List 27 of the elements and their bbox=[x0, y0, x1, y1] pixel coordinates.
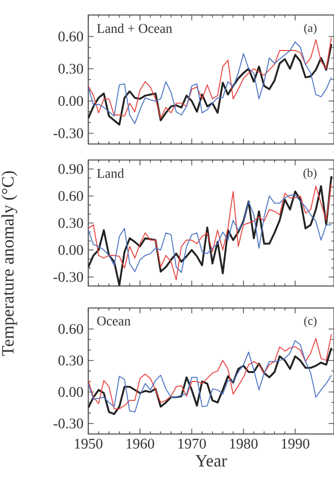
y-tick-label: 0.90 bbox=[58, 164, 84, 174]
y-tick-label: -0.30 bbox=[54, 418, 84, 428]
x-tick-label: 1980 bbox=[230, 438, 258, 449]
x-tick-label: 1970 bbox=[178, 438, 206, 449]
y-tick-label: 0.00 bbox=[58, 245, 84, 255]
y-tick-label: -0.30 bbox=[54, 272, 84, 282]
x-axis-title: Year bbox=[195, 455, 227, 467]
annotation: (a) bbox=[304, 24, 316, 34]
y-tick-label: 0.00 bbox=[58, 96, 84, 106]
annotation: (b) bbox=[304, 168, 316, 180]
y-tick-label: 0.60 bbox=[58, 32, 84, 42]
y-tick-label: 0.30 bbox=[58, 64, 84, 74]
x-tick-label: 1990 bbox=[282, 438, 310, 449]
y-tick-label: -0.30 bbox=[54, 128, 84, 138]
y-tick-label: 0.00 bbox=[58, 387, 84, 397]
x-tick-label: 1950 bbox=[74, 438, 102, 449]
y-tick-label: 0.30 bbox=[58, 356, 84, 366]
x-tick-label: 1960 bbox=[126, 438, 154, 449]
chart-title: Land bbox=[97, 168, 124, 178]
y-axis-title: Temperature anomaly (°C) bbox=[1, 171, 18, 356]
y-tick-label: 0.60 bbox=[58, 324, 84, 334]
line-series bbox=[88, 194, 332, 273]
y-tick-label: 0.60 bbox=[58, 191, 84, 201]
annotation: (c) bbox=[304, 316, 316, 328]
chart-title: Ocean bbox=[97, 316, 131, 326]
y-tick-label: 0.30 bbox=[58, 218, 84, 228]
chart-title: Land + Ocean bbox=[97, 24, 172, 33]
